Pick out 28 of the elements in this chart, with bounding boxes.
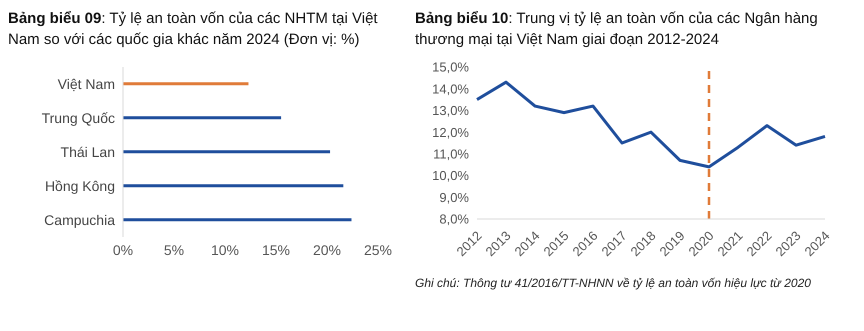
y-tick-label: 13,0%: [432, 103, 470, 118]
x-tick-label: 0%: [112, 242, 134, 258]
x-tick-label: 15%: [262, 242, 290, 258]
y-tick-label: Việt Nam: [58, 76, 115, 92]
y-tick-label: 9,0%: [439, 190, 470, 205]
y-tick-label: 8,0%: [439, 212, 470, 227]
y-tick-label: 15,0%: [432, 60, 470, 75]
y-tick-label: Campuchia: [44, 212, 116, 228]
y-tick-label: 12,0%: [432, 124, 470, 140]
y-tick-label: 11,0%: [433, 146, 470, 162]
line-series: [476, 80, 826, 168]
y-tick-label: 14,0%: [432, 81, 470, 96]
chart-title: Bảng biểu 09: Tỷ lệ an toàn vốn của các NHTM tại Việt Nam so với các quốc gia khác năm 2024 (Đơn vị: %): [8, 9, 379, 50]
bar: [123, 116, 282, 120]
x-tick-label: 20%: [312, 242, 342, 258]
x-tick-label: 10%: [210, 242, 240, 258]
y-tick-label: Hồng Kông: [44, 178, 115, 194]
x-tick-label: 25%: [364, 242, 392, 258]
x-tick-label: 5%: [164, 242, 184, 258]
bar: [123, 150, 330, 154]
bar: [123, 184, 344, 188]
bar: [123, 82, 248, 86]
y-tick-label: Thái Lan: [60, 144, 115, 160]
y-tick-label: Trung Quốc: [42, 110, 115, 126]
chart-title: Bảng biểu 10: Trung vị tỷ lệ an toàn vốn của các Ngân hàng thương mại tại Việt Nam giai đoạn 2012-2024: [415, 9, 819, 50]
bar: [123, 218, 352, 222]
text: Ghi chú: Thông tư 41/2016/TT-NHNN về tỷ lệ an toàn vốn hiệu lực từ 2020: [415, 276, 812, 290]
y-tick-label: 10,0%: [432, 168, 470, 184]
